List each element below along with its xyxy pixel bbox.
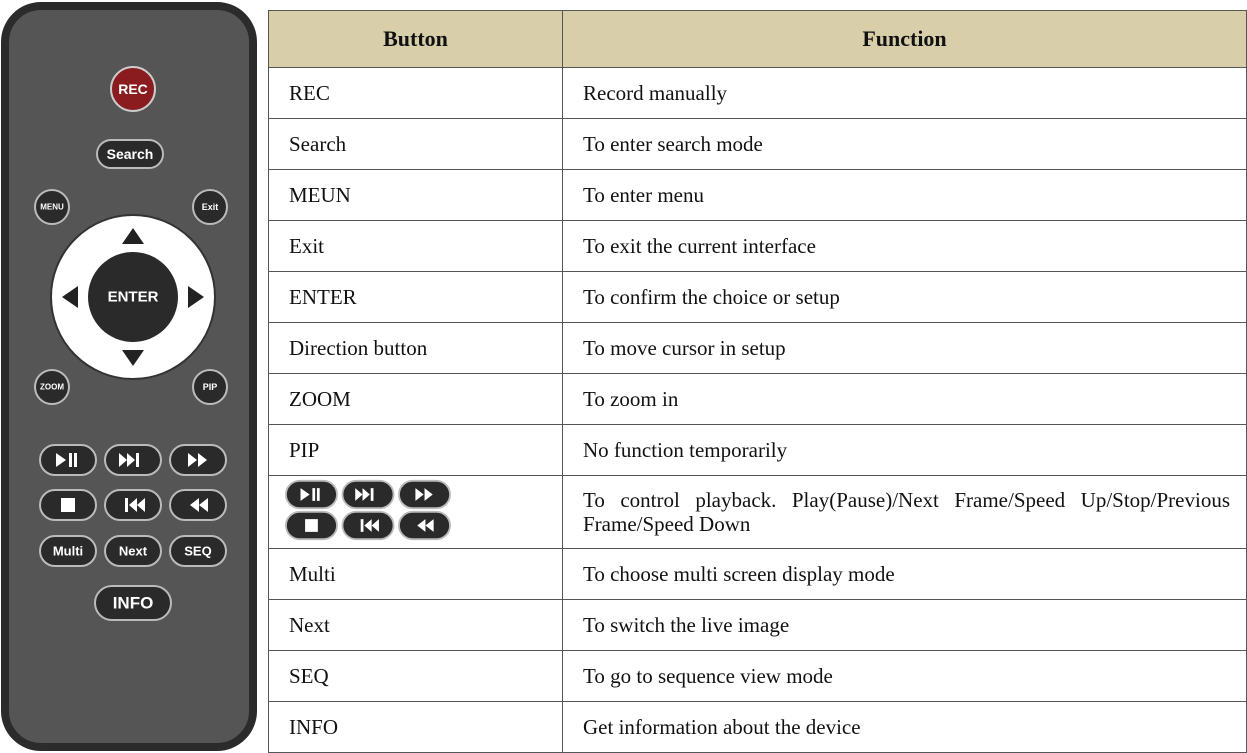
header-cell: Button bbox=[268, 10, 563, 68]
button-cell: SEQ bbox=[268, 650, 563, 702]
button-cell: PIP bbox=[268, 424, 563, 476]
table-row: Exit To exit the current interface bbox=[268, 220, 1247, 272]
button-table: Button Function REC Record manually Search… bbox=[268, 10, 1247, 753]
playback-icons bbox=[283, 478, 453, 541]
function-cell: To move cursor in setup bbox=[562, 322, 1247, 374]
table-row: MEUN To enter menu bbox=[268, 169, 1247, 221]
table-row: Next To switch the live image bbox=[268, 599, 1247, 651]
table-row: PIP No function temporarily bbox=[268, 424, 1247, 476]
button-cell: ZOOM bbox=[268, 373, 563, 425]
rec-label: REC bbox=[118, 81, 148, 97]
button-icons-cell bbox=[268, 475, 563, 549]
table-row: ZOOM To zoom in bbox=[268, 373, 1247, 425]
button-cell: REC bbox=[268, 67, 563, 119]
button-cell: Next bbox=[268, 599, 563, 651]
function-cell: To enter search mode bbox=[562, 118, 1247, 170]
function-cell: To switch the live image bbox=[562, 599, 1247, 651]
zoom-label: ZOOM bbox=[40, 383, 64, 392]
multi-label: Multi bbox=[53, 544, 83, 559]
exit-label: Exit bbox=[202, 202, 219, 212]
table-row: Multi To choose multi screen display mode bbox=[268, 548, 1247, 600]
function-cell: To zoom in bbox=[562, 373, 1247, 425]
header-row: Button Function bbox=[268, 10, 1247, 68]
function-cell: To confirm the choice or setup bbox=[562, 271, 1247, 323]
seq-label: SEQ bbox=[184, 544, 211, 559]
function-cell: To choose multi screen display mode bbox=[562, 548, 1247, 600]
table-row: ENTER To confirm the choice or setup bbox=[268, 271, 1247, 323]
table-row: REC Record manually bbox=[268, 67, 1247, 119]
button-cell: MEUN bbox=[268, 169, 563, 221]
button-cell: Search bbox=[268, 118, 563, 170]
button-cell: Multi bbox=[268, 548, 563, 600]
menu-label: MENU bbox=[40, 203, 64, 212]
button-cell: Exit bbox=[268, 220, 563, 272]
remote-control: REC Search MENU Exit ENTER ZOOM PIP Mult… bbox=[1, 2, 257, 751]
table-row: Direction button To move cursor in setup bbox=[268, 322, 1247, 374]
function-cell: No function temporarily bbox=[562, 424, 1247, 476]
info-label: INFO bbox=[113, 594, 154, 613]
function-cell: To go to sequence view mode bbox=[562, 650, 1247, 702]
function-cell: Get information about the device bbox=[562, 701, 1247, 753]
button-cell: Direction button bbox=[268, 322, 563, 374]
table-row: Search To enter search mode bbox=[268, 118, 1247, 170]
function-cell: To enter menu bbox=[562, 169, 1247, 221]
pip-label: PIP bbox=[203, 382, 218, 392]
table-row: To control playback. Play(Pause)/Next Fr… bbox=[268, 475, 1247, 549]
search-label: Search bbox=[107, 146, 154, 162]
table-row: INFO Get information about the device bbox=[268, 701, 1247, 753]
function-cell: To control playback. Play(Pause)/Next Fr… bbox=[562, 475, 1247, 549]
function-cell: To exit the current interface bbox=[562, 220, 1247, 272]
enter-label: ENTER bbox=[108, 289, 159, 306]
table-row: SEQ To go to sequence view mode bbox=[268, 650, 1247, 702]
button-cell: INFO bbox=[268, 701, 563, 753]
next-label: Next bbox=[119, 544, 148, 559]
function-cell: Record manually bbox=[562, 67, 1247, 119]
button-cell: ENTER bbox=[268, 271, 563, 323]
header-cell: Function bbox=[562, 10, 1247, 68]
